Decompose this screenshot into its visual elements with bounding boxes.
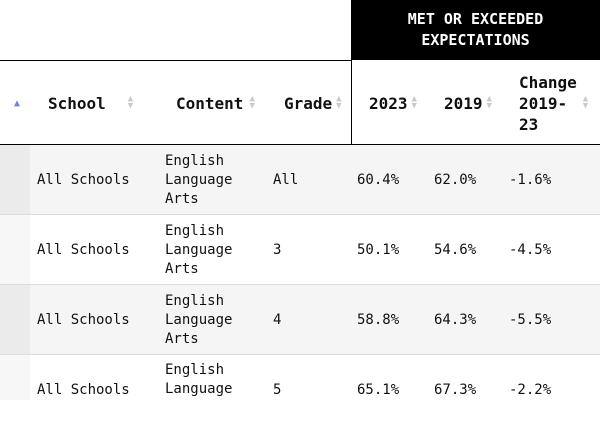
cell-2019: 64.3%: [434, 311, 477, 328]
sort-icon: ▲ ▼: [127, 94, 134, 111]
cell-change: -5.5%: [509, 311, 552, 328]
cell-school: All Schools: [37, 311, 130, 328]
sort-icon: ▲ ▼: [582, 94, 589, 111]
column-header-content[interactable]: Content ▲ ▼: [176, 61, 271, 145]
cell-2023: 60.4%: [357, 171, 400, 188]
group-header-spacer: [0, 0, 351, 61]
column-header-label: 2023: [369, 93, 408, 113]
cell-2023: 58.8%: [357, 311, 400, 328]
sort-icon: ▲ ▼: [249, 94, 255, 111]
column-header-label: Change 2019- 23: [519, 72, 577, 134]
column-header-label: 2019: [444, 93, 483, 113]
cell-content: English Language Arts: [165, 222, 233, 277]
column-header-label: Grade: [284, 93, 333, 113]
cell-change: -1.6%: [509, 171, 552, 188]
column-header-grade[interactable]: Grade ▲ ▼: [284, 61, 350, 145]
column-header-school[interactable]: School ▲ ▼: [48, 61, 158, 145]
column-header-change[interactable]: Change 2019- 23 ▲ ▼: [519, 61, 600, 145]
cell-school: All Schools: [37, 171, 130, 188]
cell-grade: 3: [273, 241, 282, 258]
column-header-2019[interactable]: 2019 ▲ ▼: [444, 61, 504, 145]
column-header-label: School: [48, 93, 106, 113]
column-header-label: Content: [176, 93, 244, 113]
table-row[interactable]: All Schools English Language Arts 4 58.8…: [0, 285, 600, 355]
sort-ascending-icon: ▲: [14, 97, 21, 109]
table-row[interactable]: All Schools English Language Arts 3 50.1…: [0, 215, 600, 285]
sort-icon: ▲ ▼: [411, 94, 417, 111]
cell-content: English Language Arts: [165, 152, 233, 207]
cell-grade: 5: [273, 381, 282, 398]
cell-2019: 54.6%: [434, 241, 477, 258]
header-divider: [0, 144, 600, 145]
cell-grade: All: [273, 171, 299, 188]
cell-content: English Language: [165, 362, 233, 397]
group-header-met-or-exceeded: MET OR EXCEEDED EXPECTATIONS: [351, 0, 600, 60]
cell-content: English Language Arts: [165, 292, 233, 347]
cell-school: All Schools: [37, 241, 130, 258]
row-sort-toggle[interactable]: ▲: [14, 61, 34, 145]
cell-2019: 62.0%: [434, 171, 477, 188]
cell-change: -4.5%: [509, 241, 552, 258]
row-gutter: [0, 285, 30, 354]
table-row[interactable]: All Schools English Language 5 65.1% 67.…: [0, 355, 600, 400]
cell-2019: 67.3%: [434, 381, 477, 398]
cell-school: All Schools: [37, 381, 130, 398]
column-header-2023[interactable]: 2023 ▲ ▼: [369, 61, 429, 145]
cell-grade: 4: [273, 311, 282, 328]
sort-icon: ▲ ▼: [486, 94, 492, 111]
sort-icon: ▲ ▼: [336, 94, 342, 111]
cell-change: -2.2%: [509, 381, 552, 398]
cell-2023: 50.1%: [357, 241, 400, 258]
row-gutter: [0, 145, 30, 214]
row-gutter: [0, 215, 30, 284]
group-divider: [351, 0, 352, 145]
cell-2023: 65.1%: [357, 381, 400, 398]
row-gutter: [0, 355, 30, 400]
table-row[interactable]: All Schools English Language Arts All 60…: [0, 145, 600, 215]
